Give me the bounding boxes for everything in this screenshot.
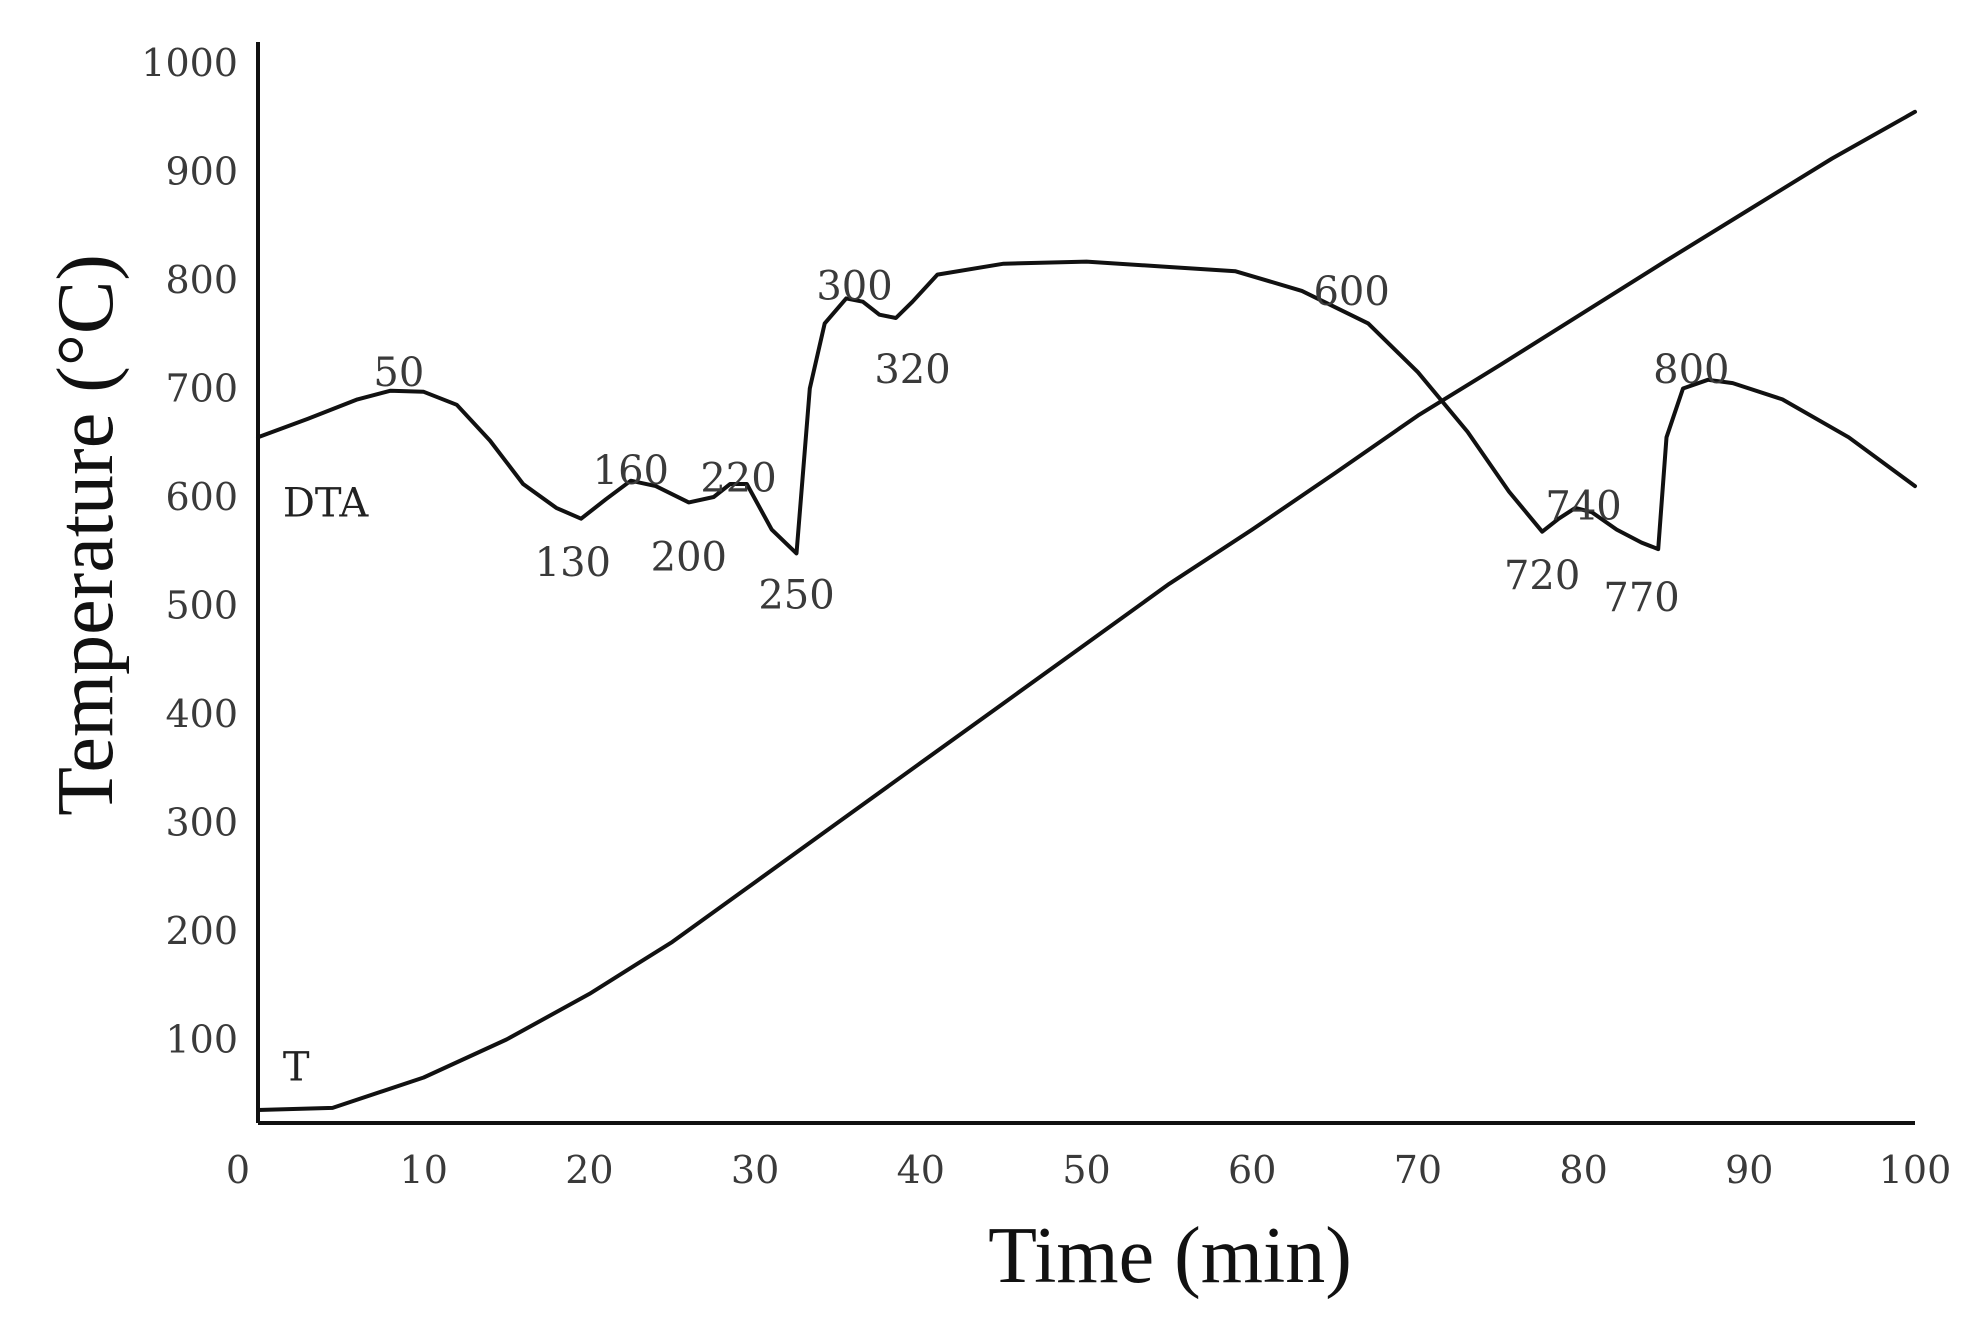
y-tick-label: 400 xyxy=(165,692,238,736)
peak-annotation: 130 xyxy=(535,540,611,586)
peak-annotation: 770 xyxy=(1603,575,1679,621)
series-label-dta: DTA xyxy=(283,480,370,526)
y-tick-labels: 100 200 300 400 500 600 700 800 900 1000 xyxy=(141,41,238,1062)
y-tick-label: 900 xyxy=(165,150,238,194)
y-tick-label: 700 xyxy=(165,367,238,411)
peak-annotation: 720 xyxy=(1504,553,1580,599)
x-tick-label: 70 xyxy=(1394,1148,1442,1192)
x-tick-label: 20 xyxy=(565,1148,613,1192)
series-lines xyxy=(256,109,1917,1112)
x-tick-label: 50 xyxy=(1062,1148,1110,1192)
peak-annotations: 50 130 160 200 220 250 300 320 600 720 740 770 800 xyxy=(373,263,1729,620)
series-labels: DTA T xyxy=(283,480,370,1090)
peak-annotation: 300 xyxy=(816,263,892,309)
x-tick-label: 90 xyxy=(1725,1148,1773,1192)
series-line-t xyxy=(256,109,1917,1112)
y-tick-label: 600 xyxy=(165,475,238,519)
x-tick-label: 10 xyxy=(400,1148,448,1192)
y-tick-label: 100 xyxy=(165,1018,238,1062)
peak-annotation: 220 xyxy=(700,455,776,501)
peak-annotation: 160 xyxy=(593,448,669,494)
peak-annotation: 250 xyxy=(758,573,834,619)
y-tick-label: 500 xyxy=(165,584,238,628)
x-tick-label: 0 xyxy=(226,1148,250,1192)
peak-annotation: 740 xyxy=(1545,484,1621,530)
peak-annotation: 320 xyxy=(874,347,950,393)
peak-annotation: 600 xyxy=(1313,269,1389,315)
y-tick-label: 1000 xyxy=(141,41,238,85)
x-axis-title: Time (min) xyxy=(988,1212,1352,1300)
peak-annotation: 200 xyxy=(651,535,727,581)
x-tick-label: 60 xyxy=(1228,1148,1276,1192)
y-axis-title: Temperature (°C) xyxy=(42,254,130,816)
peak-annotation: 800 xyxy=(1653,347,1729,393)
y-tick-label: 200 xyxy=(165,909,238,953)
series-line-dta xyxy=(256,259,1917,556)
y-tick-label: 800 xyxy=(165,258,238,302)
y-tick-label: 300 xyxy=(165,801,238,845)
x-tick-label: 30 xyxy=(731,1148,779,1192)
axes xyxy=(256,42,1915,1125)
peak-annotation: 50 xyxy=(373,350,424,396)
x-tick-label: 100 xyxy=(1879,1148,1952,1192)
x-tick-labels: 0 10 20 30 40 50 60 70 80 90 100 xyxy=(226,1148,1951,1192)
series-label-t: T xyxy=(283,1045,310,1091)
x-tick-label: 80 xyxy=(1559,1148,1607,1192)
x-tick-label: 40 xyxy=(897,1148,945,1192)
